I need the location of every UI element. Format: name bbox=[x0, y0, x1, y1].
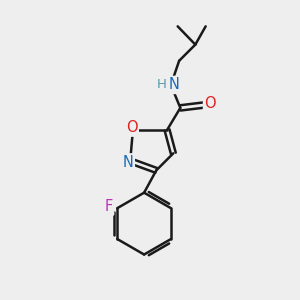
Text: H: H bbox=[157, 78, 166, 92]
Text: O: O bbox=[205, 96, 216, 111]
Text: N: N bbox=[122, 155, 133, 170]
Text: O: O bbox=[126, 120, 137, 135]
Text: F: F bbox=[104, 199, 112, 214]
Text: N: N bbox=[169, 77, 180, 92]
